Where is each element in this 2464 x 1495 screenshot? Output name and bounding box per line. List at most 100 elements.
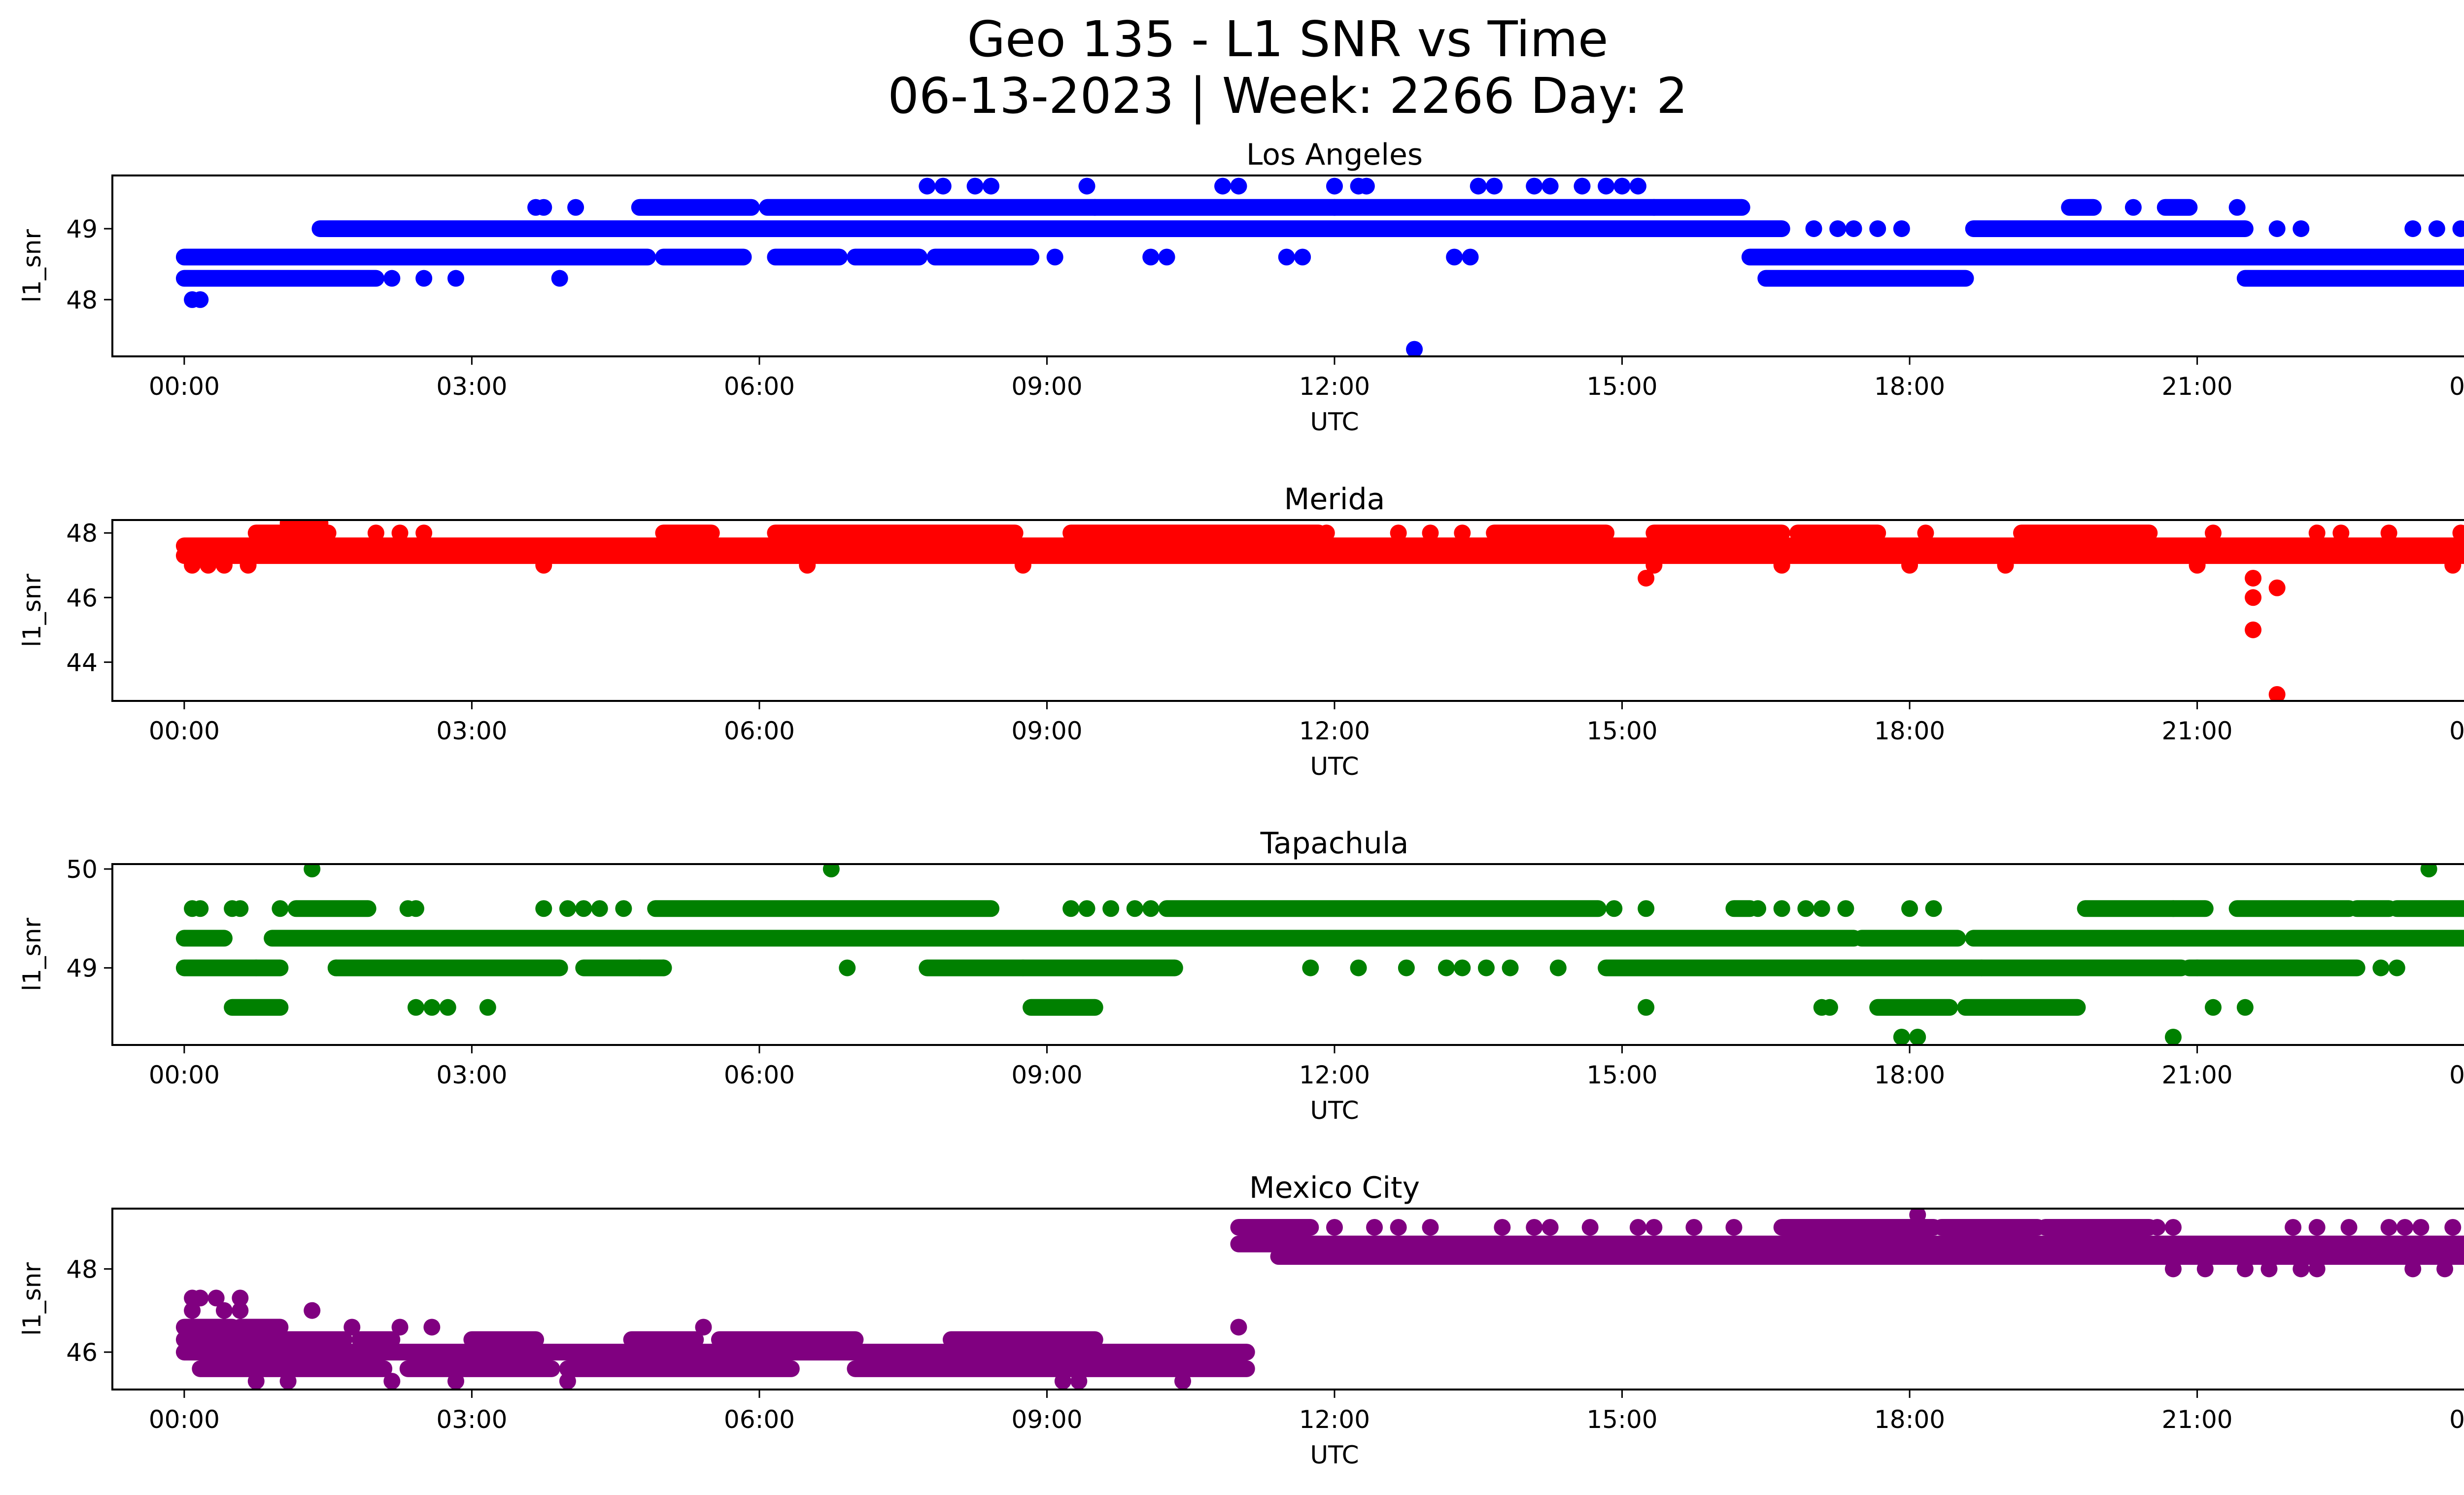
x-tick-label: 00:00: [2449, 1061, 2464, 1089]
data-point: [1486, 177, 1503, 195]
y-tick-label: 46: [66, 584, 98, 612]
data-point: [1078, 900, 1095, 917]
data-point: [2444, 1218, 2462, 1236]
data-point: [1142, 900, 1160, 917]
scatter-series: [175, 1209, 2464, 1390]
data-point: [695, 1319, 712, 1336]
data-point: [184, 1302, 201, 1319]
data-point: [2404, 220, 2422, 237]
data-point: [591, 900, 608, 917]
subplot-tapachula: Tapachula 00:00 03:00 06:00 09:00 12:00 15:00 1…: [18, 826, 2464, 1125]
data-point: [2340, 1218, 2358, 1236]
data-point: [2380, 1218, 2397, 1236]
data-point: [1062, 900, 1080, 917]
data-point: [1422, 1218, 1439, 1236]
data-point: [247, 1373, 265, 1390]
data-point: [479, 999, 496, 1016]
data-point: [1278, 248, 1295, 266]
data-point: [1070, 1373, 1088, 1390]
data-point: [983, 177, 1000, 195]
data-point: [423, 1319, 441, 1336]
x-tick-label: 18:00: [1874, 1061, 1945, 1089]
data-point: [1574, 177, 1591, 195]
data-point: [1901, 900, 1918, 917]
subplot-los-angeles: Los Angeles 00:00 03:00 06:00 09:00 12:00 15:0…: [18, 138, 2464, 436]
data-point: [2196, 1260, 2214, 1278]
x-axis-label: UTC: [1310, 1441, 1359, 1469]
x-tick-label: 00:00: [149, 372, 220, 401]
data-point: [200, 556, 217, 574]
x-tick-label: 06:00: [724, 1061, 795, 1089]
scatter-series: [175, 864, 2464, 1045]
data-point: [1390, 524, 1407, 542]
data-point: [2164, 1028, 2182, 1045]
data-point: [1725, 1218, 1743, 1236]
data-point: [1997, 556, 2014, 574]
data-point: [2245, 569, 2262, 587]
data-point: [2444, 556, 2462, 574]
data-point: [1837, 900, 1854, 917]
data-point: [1773, 900, 1790, 917]
x-tick-label: 00:00: [149, 1405, 220, 1434]
data-point: [1749, 900, 1767, 917]
data-point: [1638, 900, 1655, 917]
data-point: [919, 177, 936, 195]
data-point: [2308, 524, 2326, 542]
data-point: [1230, 1319, 1247, 1336]
data-point: [1581, 1218, 1599, 1236]
data-point: [1629, 1218, 1646, 1236]
data-point: [304, 1302, 321, 1319]
subplot-title: Mexico City: [1249, 1171, 1420, 1205]
data-point: [311, 520, 329, 532]
x-tick-label: 12:00: [1299, 372, 1370, 401]
x-tick-label: 00:00: [149, 1061, 220, 1089]
data-point: [2452, 524, 2464, 542]
x-tick-label: 15:00: [1586, 372, 1657, 401]
data-point: [279, 1373, 297, 1390]
x-tick-label: 06:00: [724, 717, 795, 745]
data-point: [1638, 999, 1655, 1016]
data-point: [367, 524, 384, 542]
x-tick-label: 18:00: [1874, 717, 1945, 745]
x-tick-label: 00:00: [2449, 717, 2464, 745]
data-point: [296, 520, 313, 532]
data-point: [1454, 959, 1471, 976]
data-point: [447, 1373, 464, 1390]
data-point: [1437, 959, 1455, 976]
data-point: [2372, 959, 2390, 976]
scatter-series: [175, 177, 2464, 356]
data-point: [1805, 220, 1822, 237]
x-tick-label: 03:00: [436, 372, 507, 401]
data-point: [1046, 248, 1063, 266]
x-tick-label: 12:00: [1299, 717, 1370, 745]
data-point: [2308, 1218, 2326, 1236]
data-point: [192, 900, 209, 917]
data-point: [1078, 177, 1095, 195]
data-point: [1502, 959, 1519, 976]
x-tick-label: 06:00: [724, 1405, 795, 1434]
x-tick-label: 00:00: [2449, 372, 2464, 401]
data-point: [1541, 177, 1559, 195]
data-point: [2124, 199, 2142, 216]
data-point: [383, 270, 401, 287]
data-point: [2380, 524, 2397, 542]
data-point: [184, 556, 201, 574]
data-point: [192, 291, 209, 308]
data-point: [2412, 1218, 2430, 1236]
data-point: [1797, 900, 1814, 917]
data-point: [2205, 524, 2222, 542]
data-point: [2268, 686, 2286, 701]
x-tick-label: 09:00: [1011, 372, 1082, 401]
x-tick-label: 12:00: [1299, 1061, 1370, 1089]
data-point: [1613, 177, 1631, 195]
subplot-title: Los Angeles: [1246, 138, 1423, 172]
data-point: [192, 1289, 209, 1307]
y-tick-label: 46: [66, 1338, 98, 1367]
x-tick-label: 21:00: [2162, 717, 2233, 745]
data-point: [1541, 1218, 1559, 1236]
data-point: [1318, 524, 1335, 542]
data-point: [2420, 864, 2437, 878]
data-point: [304, 864, 321, 878]
data-point: [1869, 220, 1886, 237]
data-point: [1685, 1218, 1703, 1236]
